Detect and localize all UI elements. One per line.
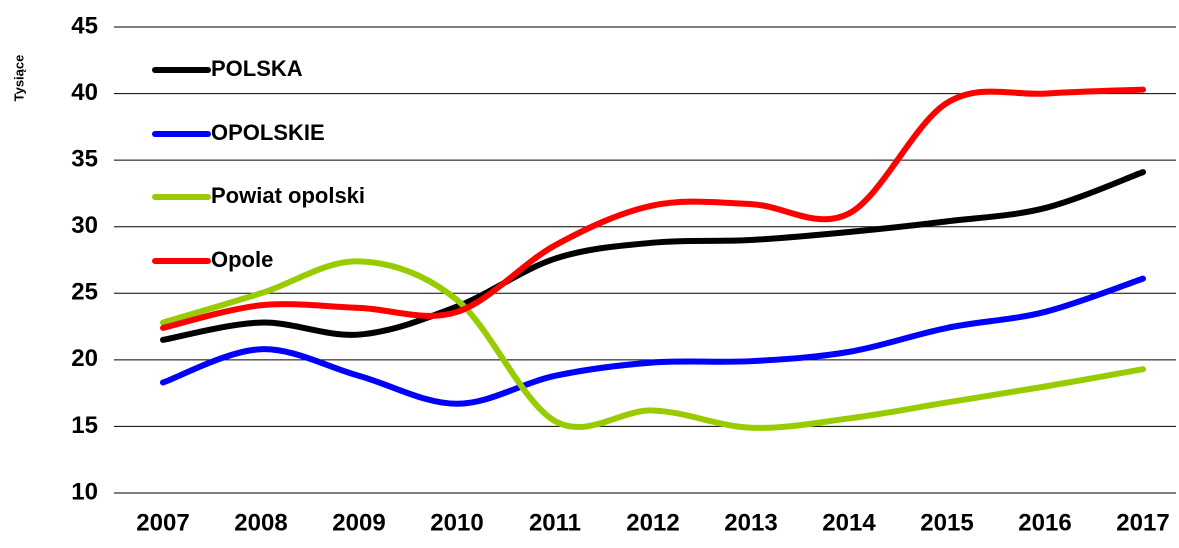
series-line — [160, 86, 1146, 331]
legend-label: POLSKA — [211, 56, 303, 81]
x-tick-label: 2012 — [626, 509, 679, 536]
legend-label: Opole — [211, 247, 273, 272]
x-tick-label: 2013 — [724, 509, 777, 536]
y-axis-label: Tysiące — [11, 55, 26, 102]
y-tick-label: 10 — [71, 478, 98, 505]
series-line — [160, 275, 1146, 407]
y-tick-label: 15 — [71, 412, 98, 439]
y-tick-label: 20 — [71, 345, 98, 372]
x-tick-label: 2007 — [136, 509, 189, 536]
y-tick-label: 25 — [71, 279, 98, 306]
y-tick-label: 30 — [71, 212, 98, 239]
x-tick-label: 2014 — [822, 509, 876, 536]
x-tick-label: 2016 — [1018, 509, 1071, 536]
legend-label: OPOLSKIE — [211, 120, 325, 145]
x-tick-label: 2011 — [529, 509, 581, 536]
x-tick-label: 2015 — [920, 509, 973, 536]
x-tick-label: 2010 — [430, 509, 483, 536]
x-tick-label: 2009 — [332, 509, 385, 536]
x-tick-label: 2017 — [1116, 509, 1169, 536]
legend-label: Powiat opolski — [211, 183, 365, 208]
y-tick-label: 40 — [71, 79, 98, 106]
x-tick-label: 2008 — [234, 509, 287, 536]
y-tick-label: 45 — [71, 12, 98, 39]
series-line — [160, 258, 1146, 431]
y-tick-label: 35 — [71, 145, 98, 172]
series-line — [160, 169, 1146, 343]
